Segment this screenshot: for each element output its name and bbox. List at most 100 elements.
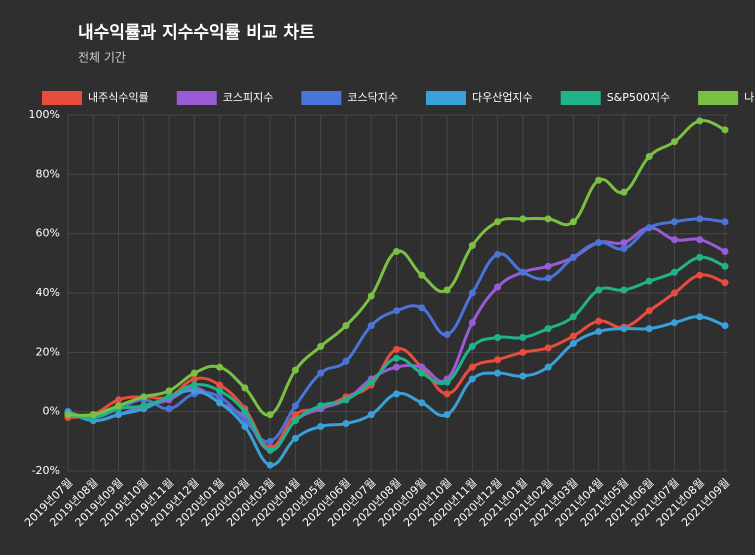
legend-label: 코스피지수 xyxy=(223,91,274,104)
data-point xyxy=(342,322,350,330)
y-tick-label: 80% xyxy=(36,167,60,180)
y-tick-label: -20% xyxy=(32,464,60,477)
data-point xyxy=(519,372,527,380)
data-point xyxy=(645,307,653,315)
data-point xyxy=(620,245,628,252)
data-point xyxy=(721,262,729,270)
data-point xyxy=(595,317,603,325)
data-point xyxy=(266,411,274,419)
data-point xyxy=(216,387,224,395)
data-point xyxy=(393,354,400,362)
data-point xyxy=(670,319,678,327)
legend-swatch xyxy=(425,91,466,105)
data-point xyxy=(595,239,603,247)
data-point xyxy=(519,348,527,356)
data-point xyxy=(317,402,325,410)
legend-label: 내주식수익률 xyxy=(88,91,149,104)
data-point xyxy=(367,378,375,386)
data-point xyxy=(595,328,603,336)
data-point xyxy=(670,236,678,244)
data-point xyxy=(468,242,476,250)
data-point xyxy=(468,289,476,297)
data-point xyxy=(367,322,375,330)
data-point xyxy=(317,342,325,350)
data-point xyxy=(494,283,502,291)
data-point xyxy=(696,215,704,223)
legend: 내주식수익률 코스피지수 코스닥지수 다우산업지수 S&P500지수 나스닥지수 xyxy=(42,91,755,105)
data-point xyxy=(393,390,400,398)
data-point xyxy=(64,411,72,419)
data-point xyxy=(342,420,350,428)
data-point xyxy=(443,390,451,398)
data-point xyxy=(140,393,148,401)
data-point xyxy=(494,250,502,258)
data-point xyxy=(190,387,198,395)
data-point xyxy=(266,437,274,445)
data-point xyxy=(115,396,123,404)
data-point xyxy=(645,277,653,285)
data-point xyxy=(393,247,400,255)
legend-label: 나스닥지수 xyxy=(744,91,755,104)
data-point xyxy=(443,378,451,386)
data-point xyxy=(544,325,552,333)
data-point xyxy=(89,411,97,419)
data-point xyxy=(494,356,502,364)
data-point xyxy=(544,262,552,270)
data-point xyxy=(519,334,527,341)
data-point xyxy=(443,331,451,339)
legend-label: 다우산업지수 xyxy=(472,91,533,104)
data-point xyxy=(696,271,704,279)
data-point xyxy=(140,402,148,410)
data-point xyxy=(266,461,274,469)
data-point xyxy=(115,402,123,410)
data-point xyxy=(645,325,653,333)
data-point xyxy=(544,363,552,371)
data-point xyxy=(216,363,224,371)
data-point xyxy=(569,218,577,226)
data-point xyxy=(367,411,375,419)
legend-swatch xyxy=(301,91,342,105)
data-point xyxy=(494,334,502,341)
y-tick-label: 60% xyxy=(36,227,60,240)
data-point xyxy=(241,423,249,430)
data-point xyxy=(418,369,426,377)
data-point xyxy=(569,313,577,321)
data-point xyxy=(468,342,476,350)
data-point xyxy=(468,363,476,371)
data-point xyxy=(393,307,400,315)
data-point xyxy=(216,393,224,401)
y-tick-label: 0% xyxy=(43,405,60,418)
data-point xyxy=(241,384,249,392)
data-point xyxy=(696,313,704,321)
data-point xyxy=(418,363,426,371)
data-point xyxy=(544,274,552,282)
data-point xyxy=(165,393,173,401)
data-point xyxy=(519,268,527,276)
data-point xyxy=(569,253,577,261)
legend-swatch xyxy=(560,91,601,105)
data-point xyxy=(670,218,678,226)
legend-swatch xyxy=(42,91,82,105)
data-point xyxy=(317,423,325,430)
data-point xyxy=(721,322,729,330)
y-tick-label: 100% xyxy=(29,108,60,121)
data-point xyxy=(544,344,552,352)
legend-swatch xyxy=(698,91,739,105)
data-point xyxy=(721,218,729,226)
data-point xyxy=(291,366,299,374)
data-point xyxy=(696,236,704,244)
data-point xyxy=(266,446,274,454)
data-point xyxy=(468,319,476,327)
y-tick-label: 20% xyxy=(36,345,60,358)
data-point xyxy=(670,268,678,276)
data-point xyxy=(291,411,299,419)
data-point xyxy=(595,286,603,294)
chart-subtitle: 전체 기간 xyxy=(78,51,126,65)
data-point xyxy=(165,405,173,413)
data-point xyxy=(696,253,704,261)
data-point xyxy=(241,408,249,416)
data-point xyxy=(216,381,224,389)
data-point xyxy=(443,411,451,419)
